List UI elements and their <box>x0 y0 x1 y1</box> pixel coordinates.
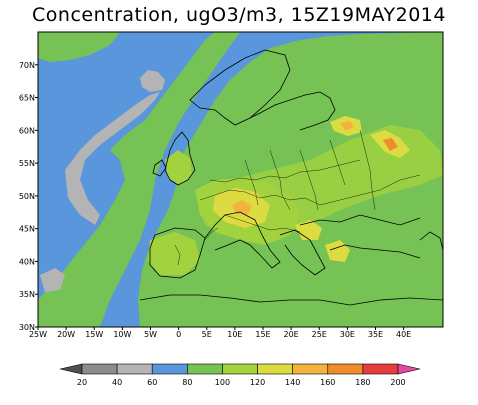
north-atlantic-band <box>38 32 240 327</box>
colorbar-label: 80 <box>182 378 192 387</box>
lon-tick-label: 0 <box>176 330 181 339</box>
lon-tick-label: 30E <box>340 330 355 339</box>
grey-plume-atlantic <box>65 92 160 225</box>
grey-patch-north <box>140 70 165 92</box>
grey-patch-south <box>40 268 65 292</box>
uk-elevated <box>165 150 192 185</box>
plot-frame <box>37 31 444 328</box>
lat-tick-label: 30N <box>19 323 35 332</box>
coastlines <box>139 49 443 306</box>
colorbar-label: 40 <box>112 378 122 387</box>
colorbar-label: 100 <box>215 378 230 387</box>
lat-tick-label: 40N <box>19 257 35 266</box>
colorbar-segment <box>327 363 364 375</box>
lon-tick-label: 25E <box>312 330 327 339</box>
colorbar-segment <box>292 363 329 375</box>
lon-tick-label: 5E <box>202 330 212 339</box>
lon-tick-label: 5W <box>144 330 157 339</box>
lon-tick-label: 25W <box>29 330 47 339</box>
concentration-field <box>38 32 443 327</box>
russia-peak <box>383 138 398 151</box>
colorbar-segment <box>81 363 118 375</box>
iberia-elevated <box>148 232 200 275</box>
lon-tick-label: 10W <box>113 330 131 339</box>
lon-tick-label: 15W <box>85 330 103 339</box>
colorbar-segment <box>257 363 293 375</box>
lon-tick-label: 40E <box>396 330 411 339</box>
colorbar-label: 180 <box>355 378 370 387</box>
colorbar-low-arrow <box>59 363 83 375</box>
lat-tick-label: 65N <box>19 94 35 103</box>
colorbar-segment <box>187 363 223 375</box>
lon-tick-label: 15E <box>255 330 270 339</box>
baltic-peak <box>340 121 354 131</box>
central-europe-peak <box>232 200 252 215</box>
colorbar-segment <box>362 363 399 375</box>
lat-tick-label: 50N <box>19 192 35 201</box>
lat-tick-label: 70N <box>19 61 35 70</box>
longitude-axis: 25W 20W 15W 10W 5W 0 5E 10E 15E 20E 25E 30E 35E 40E <box>29 327 411 339</box>
colorbar-label: 160 <box>320 378 335 387</box>
lon-tick-label: 10E <box>227 330 242 339</box>
lat-tick-label: 60N <box>19 126 35 135</box>
colorbar-label: 200 <box>390 378 405 387</box>
greenland-sea-patch <box>38 32 120 62</box>
colorbar-high-arrow <box>397 363 421 375</box>
lon-tick-label: 20W <box>57 330 75 339</box>
lat-tick-label: 35N <box>19 290 35 299</box>
colorbar-label: 60 <box>147 378 157 387</box>
lon-tick-label: 20E <box>284 330 299 339</box>
country-borders <box>174 129 421 266</box>
lat-tick-label: 55N <box>19 159 35 168</box>
colorbar-legend: 20 40 60 80 100 120 140 160 180 200 <box>59 363 421 387</box>
colorbar-segment <box>222 363 258 375</box>
colorbar-segment <box>116 363 153 375</box>
colorbar-segment <box>151 363 188 375</box>
map-title: Concentration, ugO3/m3, 15Z19MAY2014 <box>32 4 446 26</box>
colorbar-label: 20 <box>77 378 87 387</box>
balkans-high <box>295 220 322 240</box>
latitude-axis: 70N 65N 60N 55N 50N 45N 40N 35N 30N <box>19 61 38 332</box>
lat-tick-label: 45N <box>19 225 35 234</box>
lon-tick-label: 35E <box>368 330 383 339</box>
colorbar-label: 120 <box>250 378 265 387</box>
colorbar-label: 140 <box>285 378 300 387</box>
